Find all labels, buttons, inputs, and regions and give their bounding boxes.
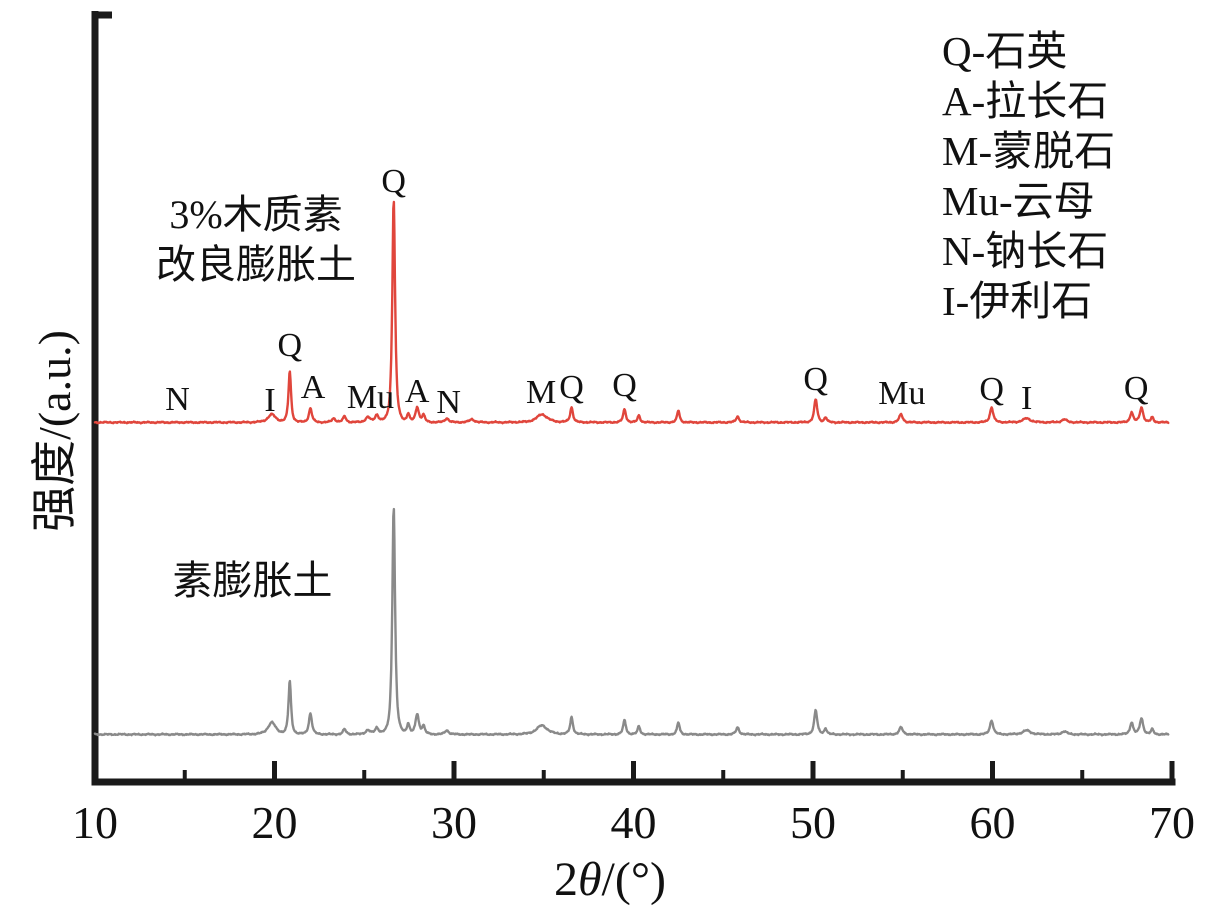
peak-label-I: I	[264, 382, 275, 419]
x-tick-label: 60	[970, 797, 1016, 848]
x-tick-label: 70	[1149, 797, 1195, 848]
peak-label-Q: Q	[277, 327, 302, 364]
legend-item-quartz: Q-石英	[942, 28, 1068, 74]
peak-label-I: I	[1021, 380, 1032, 417]
peak-label-Q: Q	[612, 367, 637, 404]
legend-item-albite: N-钠长石	[942, 228, 1109, 274]
legend: Q-石英 A-拉长石 M-蒙脱石 Mu-云母 N-钠长石 I-伊利石	[942, 26, 1115, 326]
peak-label-Mu: Mu	[878, 375, 925, 412]
peak-label-N: N	[436, 384, 461, 421]
x-tick-label: 20	[252, 797, 298, 848]
curve-label-improved-soil: 3%木质素 改良膨胀土	[135, 190, 377, 290]
x-tick-label: 30	[431, 797, 477, 848]
curve-label-improved-line2: 改良膨胀土	[156, 242, 356, 287]
legend-item-montmorillonite: M-蒙脱石	[942, 128, 1116, 174]
xrd-curve-plain-soil	[93, 507, 1170, 737]
peak-label-Q: Q	[1124, 370, 1149, 407]
legend-item-labradorite: A-拉长石	[942, 78, 1109, 124]
xrd-curve-improved-soil	[93, 200, 1170, 425]
peak-label-A: A	[301, 369, 326, 406]
peak-label-Mu: Mu	[347, 379, 394, 416]
peak-label-Q: Q	[559, 369, 584, 406]
curve-label-improved-line1: 3%木质素	[169, 192, 343, 237]
peak-label-N: N	[165, 381, 190, 418]
x-tick-label: 40	[611, 797, 657, 848]
x-tick-label: 50	[790, 797, 836, 848]
peak-label-Q: Q	[979, 371, 1004, 408]
legend-item-illite: I-伊利石	[942, 278, 1093, 324]
curve-label-plain-soil: 素膨胀土	[172, 558, 333, 603]
peak-label-Q: Q	[803, 361, 828, 398]
peak-label-M: M	[526, 374, 556, 411]
peak-label-Q: Q	[381, 163, 406, 200]
legend-item-mica: Mu-云母	[942, 178, 1095, 224]
peak-label-A: A	[405, 373, 430, 410]
x-axis-label: 2θ/(°)	[553, 853, 667, 906]
y-axis-label: 强度/(a.u.)	[29, 330, 80, 532]
x-tick-label: 10	[72, 797, 118, 848]
